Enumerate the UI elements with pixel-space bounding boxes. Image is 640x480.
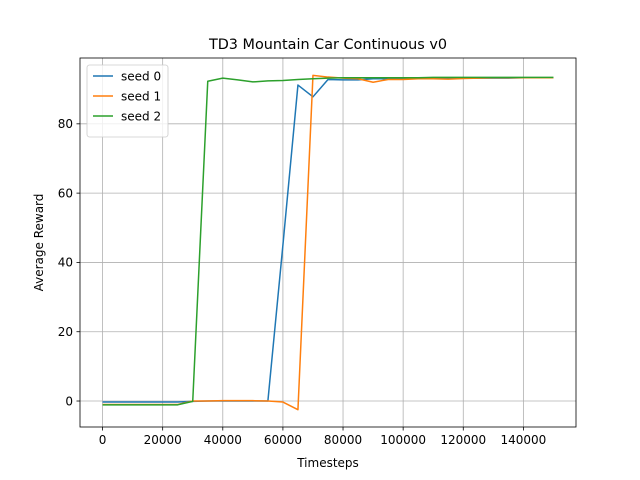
legend-label: seed 0 xyxy=(121,69,161,83)
axis-ticks: 0 20000 40000 60000 80000 100000 120000 140000 0… xyxy=(58,117,547,447)
y-tick-label: 0 xyxy=(65,394,73,408)
y-axis-label: Average Reward xyxy=(32,194,46,292)
x-tick-label: 100000 xyxy=(380,433,426,447)
x-axis-label: Timesteps xyxy=(296,456,359,470)
x-tick-label: 140000 xyxy=(500,433,546,447)
legend: seed 0 seed 1 seed 2 xyxy=(86,64,169,138)
x-tick-label: 40000 xyxy=(204,433,242,447)
chart-title: TD3 Mountain Car Continuous v0 xyxy=(208,37,447,53)
legend-label: seed 2 xyxy=(121,109,161,123)
x-tick-label: 0 xyxy=(99,433,107,447)
plot-area-frame xyxy=(79,57,577,428)
x-tick-label: 60000 xyxy=(264,433,302,447)
grid xyxy=(80,58,576,427)
y-tick-label: 40 xyxy=(58,256,73,270)
series-line-seed-0 xyxy=(102,77,554,403)
series-lines xyxy=(102,74,554,411)
x-tick-label: 120000 xyxy=(440,433,486,447)
y-tick-label: 20 xyxy=(58,325,73,339)
x-tick-label: 20000 xyxy=(144,433,182,447)
series-line-seed-2 xyxy=(102,76,554,406)
legend-box xyxy=(86,64,169,138)
x-tick-label: 80000 xyxy=(324,433,362,447)
y-tick-label: 60 xyxy=(58,186,73,200)
y-tick-label: 80 xyxy=(58,117,73,131)
series-line-seed-1 xyxy=(102,74,554,411)
legend-label: seed 1 xyxy=(121,89,161,103)
